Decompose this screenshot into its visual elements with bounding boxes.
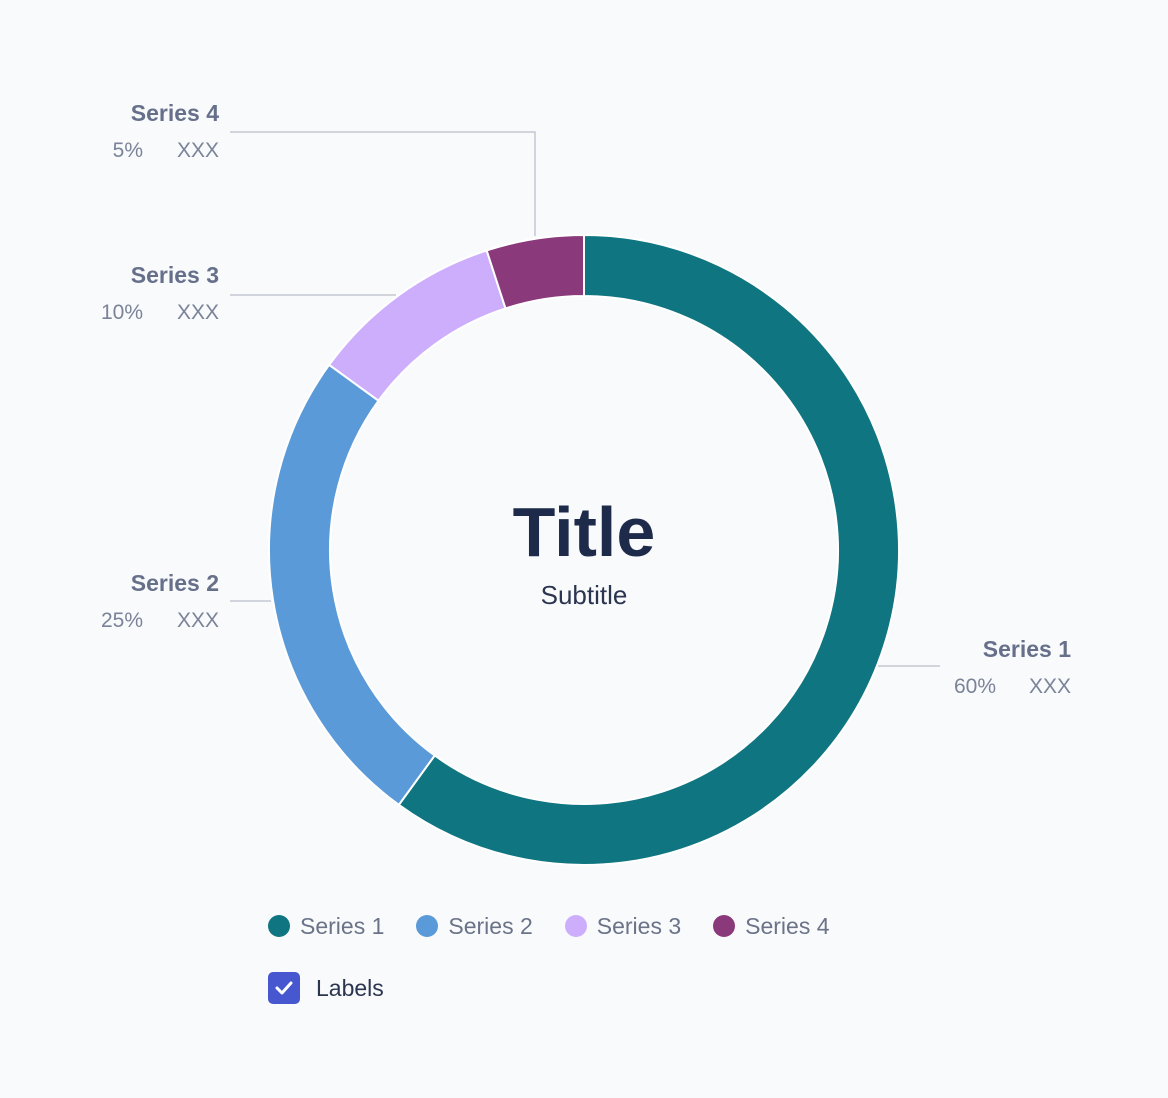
slice-label-name-2: Series 2 [131,570,219,596]
legend-swatch [713,915,736,937]
slice-label-value-2: XXX [177,609,219,632]
outer-labels-group: Series 1 60% XXX Series 2 25% XXX Series 3 10% X… [101,100,1071,698]
slice-label-value-1: XXX [1029,675,1071,698]
slice-label-value-3: XXX [177,301,219,324]
slice-2[interactable] [268,363,437,807]
slice-label-name-4: Series 4 [131,100,219,126]
labels-toggle-label: Labels [316,974,384,1001]
legend-item-series-3[interactable]: Series 3 [564,912,682,940]
labels-checkbox[interactable] [268,972,300,1004]
slice-label-percent-1: 60% [954,675,996,698]
slice-label-percent-3: 10% [101,301,143,324]
legend-swatch [268,915,290,937]
legend-label: Series 1 [300,912,385,939]
leader-line-4 [230,131,536,236]
legend-label: Series 3 [596,912,682,939]
leader-lines-group [230,131,940,667]
chart-title: Title [513,493,656,571]
slice-3[interactable] [327,249,507,403]
slice-label-percent-2: 25% [101,609,143,632]
slice-label-name-3: Series 3 [131,262,219,288]
legend-item-series-1[interactable]: Series 1 [268,913,384,940]
legend-label: Series 2 [448,912,533,939]
slice-4[interactable] [485,233,585,310]
slice-label-percent-4: 5% [113,139,143,162]
legend-item-series-2[interactable]: Series 2 [416,912,533,940]
legend-swatch [564,915,587,937]
labels-toggle[interactable]: Labels [268,972,384,1004]
slice-label-name-1: Series 1 [983,636,1071,662]
legend-label: Series 4 [745,912,830,939]
chart-subtitle: Subtitle [541,580,628,610]
slice-label-value-4: XXX [177,139,219,162]
slices-group [268,233,900,866]
donut-chart: Series 1 60% XXX Series 2 25% XXX Series 3 10% X… [101,100,1071,866]
legend-item-series-4[interactable]: Series 4 [713,912,830,940]
check-icon [275,981,293,995]
slice-1[interactable] [397,233,900,866]
legend: Series 1 Series 2 Series 3 Series 4 [268,908,830,944]
legend-swatch [416,915,439,937]
